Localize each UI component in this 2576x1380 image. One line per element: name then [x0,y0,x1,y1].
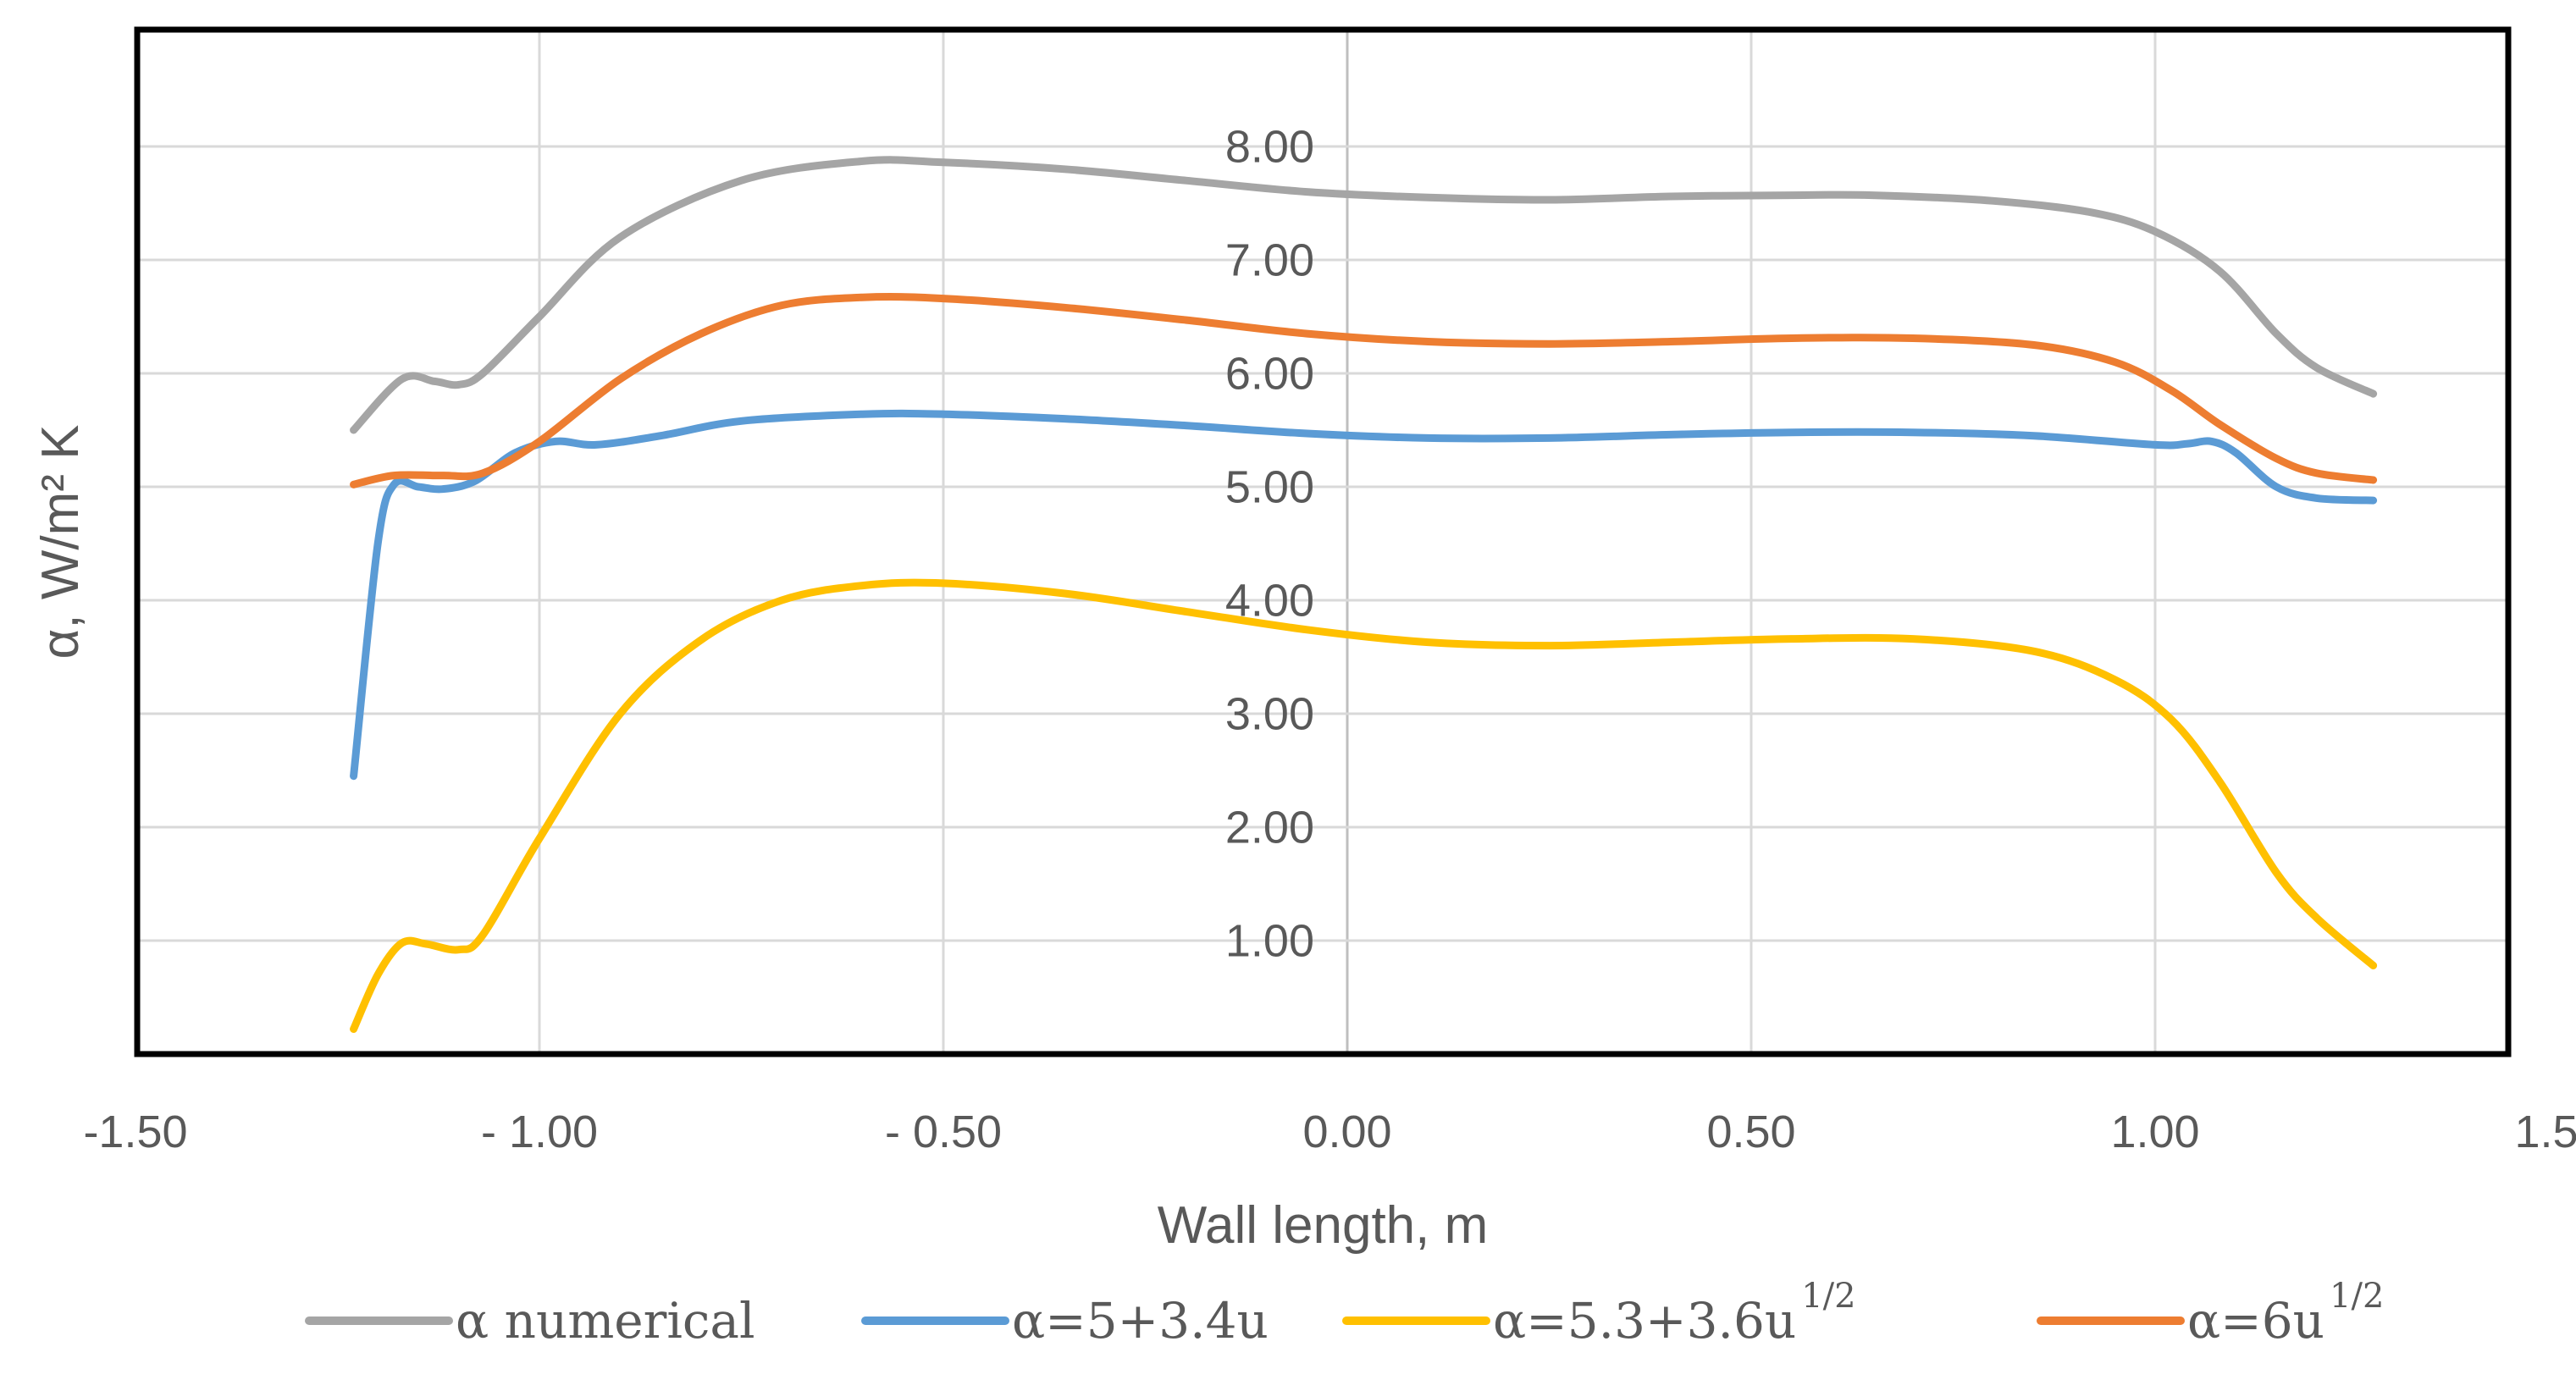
x-axis-title: Wall length, m [1158,1196,1489,1255]
x-tick-label: - 0.50 [885,1107,1002,1157]
series-lines [350,156,2378,1034]
plot-area-border [134,26,2512,1057]
x-tick-label: - 1.00 [481,1107,598,1157]
legend-label-1: α numerical [456,1292,755,1350]
y-tick-label: 7.00 [1225,235,1314,285]
legend-label-3: α=5.3+3.6u [1493,1292,1796,1350]
y-tick-label: 2.00 [1225,802,1314,853]
series-line-2 [350,409,2378,781]
y-tick-label: 3.00 [1225,688,1314,739]
y-tick-label: 5.00 [1225,461,1314,512]
series-line-3 [350,578,2378,1034]
legend-label-2: α=5+3.4u [1012,1292,1269,1350]
x-tick-label: 0.50 [1706,1107,1795,1157]
y-tick-label: 8.00 [1225,121,1314,172]
y-tick-label: 6.00 [1225,348,1314,399]
legend-label-superscript-3: 1/2 [1801,1277,1855,1316]
legend: α numerical α=5+3.4u α=5.3+3.6u 1/2 α=6u 1/2 [305,1277,2384,1350]
series-line-1 [350,156,2378,434]
gridlines [137,30,2508,1054]
x-tick-label: 0.00 [1302,1107,1391,1157]
y-axis-tick-labels: 1.00 2.00 3.00 4.00 5.00 6.00 7.00 8.00 [1225,121,1314,966]
x-axis-tick-labels: -1.50 - 1.00 - 0.50 0.00 0.50 1.00 1.50 [83,1107,2576,1157]
y-tick-label: 1.00 [1225,915,1314,966]
x-tick-label: 1.00 [2110,1107,2199,1157]
x-tick-label: 1.50 [2514,1107,2576,1157]
y-axis-title: α, W/m² K [31,425,90,660]
series-line-4 [350,293,2378,489]
legend-label-4: α=6u [2187,1292,2324,1350]
legend-label-superscript-4: 1/2 [2330,1277,2384,1316]
x-tick-label: -1.50 [83,1107,187,1157]
y-tick-label: 4.00 [1225,575,1314,626]
